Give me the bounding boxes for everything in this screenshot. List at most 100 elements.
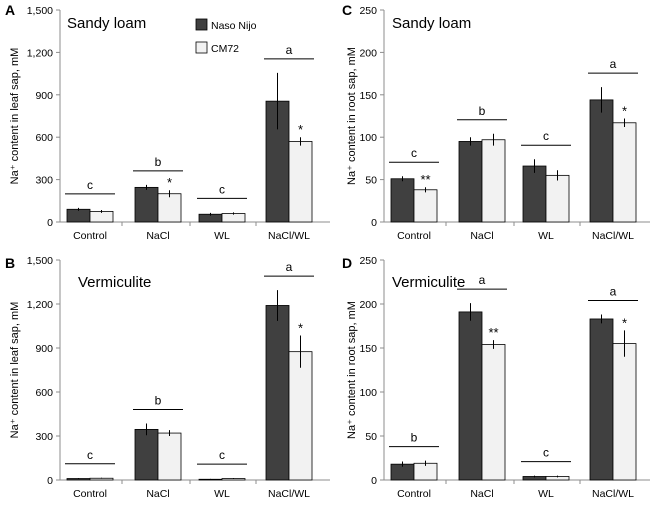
significance-letter: c [411, 146, 417, 160]
y-tick-label: 50 [365, 175, 377, 187]
y-tick-label: 250 [359, 255, 377, 267]
bar-naso-nijo [134, 186, 159, 223]
x-category-label: NaCl [470, 230, 493, 242]
x-category-label: Control [397, 488, 431, 500]
legend: Naso Nijo CM72 [195, 18, 257, 55]
panel-title: Vermiculite [78, 274, 151, 291]
significance-letter: b [479, 104, 486, 118]
y-axis-label: Na⁺ content in root sap, mM [346, 301, 358, 439]
y-tick-label: 0 [47, 217, 53, 229]
significance-star: * [167, 175, 172, 190]
bar-naso-nijo [265, 305, 290, 481]
panel-a: A Sandy loam 0 300 600 900 1,200 1,500 Na⁺ conte… [5, 2, 330, 242]
significance-letter: b [411, 431, 418, 445]
significance-star: * [622, 315, 627, 330]
y-tick-label: 150 [359, 90, 377, 102]
bar-naso-nijo [522, 165, 547, 223]
significance-letter: c [219, 448, 225, 462]
y-tick-label: 50 [365, 431, 377, 443]
y-tick-label: 1,200 [27, 299, 53, 311]
y-tick-label: 0 [371, 217, 377, 229]
bar-naso-nijo [589, 99, 614, 223]
bar-cm72 [413, 189, 438, 223]
y-tick-label: 100 [359, 132, 377, 144]
bar-cm72 [157, 432, 182, 481]
significance-letter: a [479, 273, 486, 287]
y-tick-label: 250 [359, 5, 377, 17]
bar-cm72 [89, 210, 114, 223]
bar-cm72 [157, 193, 182, 223]
bar-cm72 [612, 343, 637, 481]
x-category-label: NaCl/WL [592, 488, 634, 500]
y-tick-label: 300 [35, 431, 53, 443]
legend-label-cm72: CM72 [211, 43, 239, 55]
x-category-label: NaCl/WL [268, 488, 310, 500]
significance-star: * [298, 122, 303, 137]
panel-b: B Vermiculite 0 300 600 900 1,200 1,500 Na⁺ cont… [5, 255, 330, 500]
y-tick-label: 150 [359, 343, 377, 355]
panel-label: B [5, 255, 15, 271]
y-tick-label: 900 [35, 90, 53, 102]
x-category-label: Control [73, 488, 107, 500]
panel-title: Sandy loam [392, 15, 471, 32]
significance-letter: a [610, 57, 617, 71]
y-axis-label: Na⁺ content in leaf sap, mM [9, 302, 21, 439]
legend-label-naso-nijo: Naso Nijo [211, 20, 257, 32]
y-tick-label: 1,500 [27, 255, 53, 267]
significance-star: ** [488, 325, 498, 340]
significance-star: ** [420, 172, 430, 187]
panel-c: C Sandy loam 0 50 100 150 200 250 Na⁺ content in… [342, 2, 650, 242]
significance-letter: c [543, 129, 549, 143]
legend-swatch-naso-nijo [195, 18, 208, 31]
significance-star: * [298, 321, 303, 336]
bar-naso-nijo [458, 311, 483, 481]
bar-cm72 [481, 344, 506, 481]
significance-letter: a [286, 260, 293, 274]
y-axis-label: Na⁺ content in root sap, mM [346, 47, 358, 185]
x-category-label: NaCl [470, 488, 493, 500]
y-tick-label: 0 [371, 475, 377, 487]
legend-swatch-cm72 [195, 41, 208, 54]
y-tick-label: 200 [359, 299, 377, 311]
bar-cm72 [288, 351, 313, 481]
significance-letter: c [87, 178, 93, 192]
significance-letter: a [286, 43, 293, 57]
bar-naso-nijo [390, 178, 415, 223]
significance-letter: c [87, 448, 93, 462]
x-category-label: WL [538, 230, 554, 242]
y-tick-label: 100 [359, 387, 377, 399]
bar-naso-nijo [134, 428, 159, 481]
panel-d: D Vermiculite 0 50 100 150 200 250 Na⁺ content i… [342, 255, 650, 500]
x-category-label: NaCl/WL [268, 230, 310, 242]
significance-star: * [622, 104, 627, 119]
panel-label: D [342, 255, 352, 271]
significance-letter: b [155, 155, 162, 169]
panel-title: Sandy loam [67, 15, 146, 32]
bar-cm72 [545, 174, 570, 223]
x-category-label: NaCl/WL [592, 230, 634, 242]
panel-label: A [5, 2, 15, 18]
bar-cm72 [612, 122, 637, 223]
x-category-label: WL [214, 230, 230, 242]
panel-title: Vermiculite [392, 274, 465, 291]
bar-naso-nijo [458, 141, 483, 223]
y-tick-label: 600 [35, 387, 53, 399]
y-tick-label: 1,500 [27, 5, 53, 17]
y-tick-label: 300 [35, 175, 53, 187]
y-axis-label: Na⁺ content in leaf sap, mM [9, 48, 21, 185]
significance-letter: c [219, 182, 225, 196]
y-tick-label: 1,200 [27, 47, 53, 59]
x-category-label: NaCl [146, 488, 169, 500]
bar-naso-nijo [589, 318, 614, 481]
y-tick-label: 600 [35, 132, 53, 144]
panel-label: C [342, 2, 352, 18]
bar-cm72 [288, 141, 313, 223]
y-tick-label: 200 [359, 47, 377, 59]
x-category-label: Control [73, 230, 107, 242]
bar-cm72 [221, 213, 246, 223]
bar-cm72 [481, 139, 506, 223]
significance-letter: c [543, 446, 549, 460]
x-category-label: WL [214, 488, 230, 500]
significance-letter: a [610, 285, 617, 299]
